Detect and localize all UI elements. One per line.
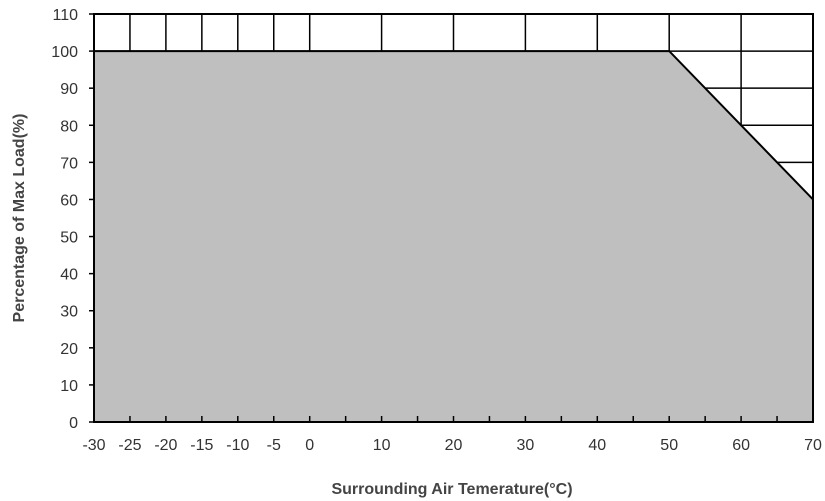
- y-tick-label: 30: [60, 304, 78, 321]
- label-layer: -30 -25 -20 -15 -10 -5 0 10 20 30 40 50 60 70 0 10 20 30 4…: [51, 7, 822, 454]
- x-tick-label: -15: [190, 437, 213, 454]
- load-curve-line: [94, 50, 814, 201]
- x-tick-label: -10: [226, 437, 249, 454]
- area-layer: [94, 50, 814, 422]
- x-tick-label: 50: [660, 437, 678, 454]
- x-tick-label: 0: [305, 437, 314, 454]
- y-tick-label: 100: [51, 44, 78, 61]
- y-tick-label: 10: [60, 378, 78, 395]
- y-tick-label: 20: [60, 341, 78, 358]
- tick-layer: [89, 13, 814, 423]
- y-tick-label: 60: [60, 192, 78, 209]
- x-tick-label: 20: [445, 437, 463, 454]
- x-tick-label: -20: [154, 437, 177, 454]
- x-tick-label: 40: [588, 437, 606, 454]
- x-tick-label: 30: [517, 437, 535, 454]
- y-tick-label: 90: [60, 81, 78, 98]
- x-axis-title: Surrounding Air Temerature(°C): [331, 481, 572, 498]
- y-tick-label: 80: [60, 118, 78, 135]
- x-tick-label: 60: [732, 437, 750, 454]
- x-tick-label: -30: [82, 437, 105, 454]
- y-tick-label: 70: [60, 155, 78, 172]
- x-tick-label: 10: [373, 437, 391, 454]
- y-tick-label: 0: [69, 415, 78, 432]
- y-axis-title: Percentage of Max Load(%): [11, 114, 28, 323]
- y-tick-label: 110: [52, 7, 78, 24]
- x-tick-label: -5: [267, 437, 281, 454]
- load-area: [94, 51, 813, 422]
- y-tick-label: 50: [60, 230, 78, 247]
- x-tick-label: 70: [804, 437, 822, 454]
- x-tick-label: -25: [118, 437, 141, 454]
- y-tick-label: 40: [60, 267, 78, 284]
